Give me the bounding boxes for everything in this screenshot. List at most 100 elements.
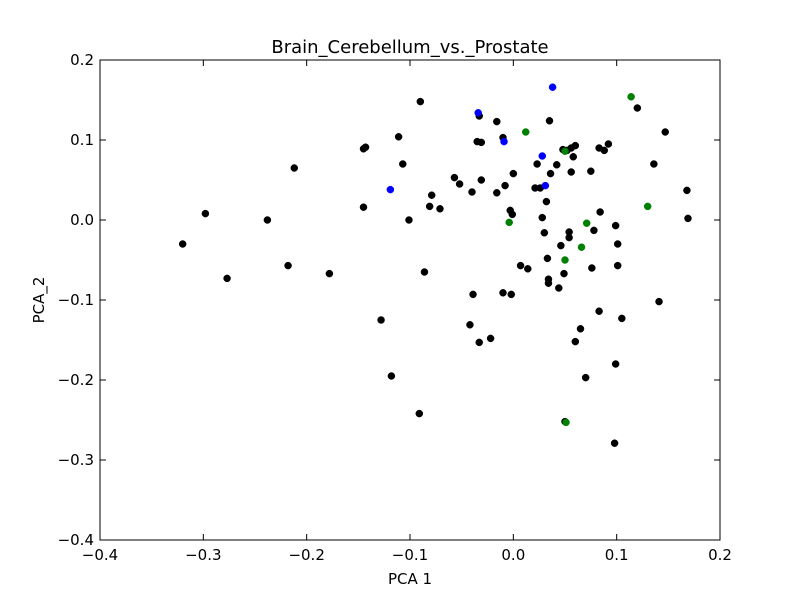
data-point (538, 152, 547, 160)
data-point (650, 160, 658, 168)
data-point (468, 188, 476, 196)
data-point (509, 169, 518, 178)
y-tick-label: 0.1 (70, 131, 94, 149)
data-point (377, 316, 385, 324)
data-point (587, 167, 595, 175)
data-point (436, 205, 444, 213)
data-point (543, 254, 552, 263)
data-point (538, 213, 547, 222)
data-point (469, 290, 477, 299)
data-point (541, 181, 550, 190)
data-point (544, 279, 553, 287)
data-point (613, 240, 622, 248)
data-point (420, 268, 429, 276)
chart-title: Brain_Cerebellum_vs._Prostate (271, 37, 548, 58)
x-tick-label: 0.0 (501, 546, 525, 564)
data-point (555, 284, 563, 292)
data-point (427, 191, 436, 199)
data-point (655, 297, 663, 306)
y-tick-label: −0.1 (58, 291, 94, 309)
data-point (416, 97, 425, 106)
x-tick-label: −0.3 (185, 546, 221, 564)
x-tick-label: 0.2 (708, 546, 732, 564)
data-point (576, 325, 585, 333)
data-point (501, 181, 509, 190)
x-axis-title: PCA 1 (388, 570, 432, 588)
x-tick-label: −0.4 (82, 546, 118, 564)
y-axis-title: PCA_2 (30, 277, 49, 324)
data-point (284, 261, 292, 270)
data-point (477, 138, 486, 147)
data-point (533, 160, 541, 168)
data-point (545, 117, 554, 125)
data-point (633, 104, 642, 112)
data-point (552, 161, 561, 169)
data-point (613, 261, 622, 270)
data-point (548, 83, 557, 91)
data-point (600, 146, 609, 155)
data-point (405, 216, 413, 224)
data-point (546, 169, 555, 178)
data-point (201, 209, 210, 218)
data-point (565, 233, 573, 242)
data-point (290, 164, 299, 172)
axis-ticks: −0.4 −0.3 −0.2 −0.1 0.0 0.1 0.2 −0.4 −0.3 −0.2 −0.… (58, 51, 732, 564)
data-point (683, 186, 691, 195)
y-tick-label: −0.3 (58, 451, 94, 469)
data-point (557, 241, 565, 250)
data-point (361, 143, 370, 151)
data-point (604, 140, 613, 148)
data-point (386, 185, 395, 194)
data-point (399, 160, 407, 168)
data-point (359, 203, 368, 211)
data-point (475, 338, 483, 347)
data-point (571, 141, 580, 150)
data-point (581, 373, 590, 382)
data-point (493, 189, 501, 197)
data-point (178, 240, 187, 248)
data-point (505, 218, 513, 227)
data-point (499, 289, 507, 297)
data-point (466, 321, 474, 329)
data-point (223, 274, 231, 283)
data-point (582, 219, 591, 227)
x-tick-label: −0.2 (288, 546, 324, 564)
data-point (611, 360, 620, 368)
data-point (508, 210, 517, 219)
data-point (561, 147, 569, 155)
data-point (500, 137, 508, 146)
data-point (507, 290, 516, 299)
y-tick-label: −0.4 (58, 531, 94, 549)
data-point (567, 168, 575, 176)
data-point (477, 176, 486, 184)
data-point (516, 261, 525, 270)
data-point (661, 128, 669, 136)
data-point (560, 269, 568, 278)
data-point (561, 256, 569, 264)
x-tick-label: 0.1 (605, 546, 629, 564)
data-point (643, 202, 652, 211)
data-point (611, 221, 620, 230)
points-layer (178, 83, 692, 447)
data-point (387, 372, 396, 380)
data-point (521, 128, 530, 136)
data-point (493, 117, 501, 126)
data-point (425, 202, 434, 211)
y-tick-label: 0.0 (70, 211, 94, 229)
data-point (569, 153, 578, 161)
data-point (590, 226, 598, 235)
data-point (588, 264, 596, 272)
data-point (394, 133, 403, 141)
data-point (571, 337, 580, 346)
data-point (486, 334, 495, 343)
data-point (325, 269, 334, 278)
y-tick-label: −0.2 (58, 371, 94, 389)
data-point (596, 208, 604, 216)
data-point (610, 439, 619, 447)
data-point (577, 243, 586, 251)
data-point (542, 197, 551, 206)
data-point (415, 409, 424, 418)
data-point (627, 93, 635, 101)
data-point (618, 314, 626, 323)
